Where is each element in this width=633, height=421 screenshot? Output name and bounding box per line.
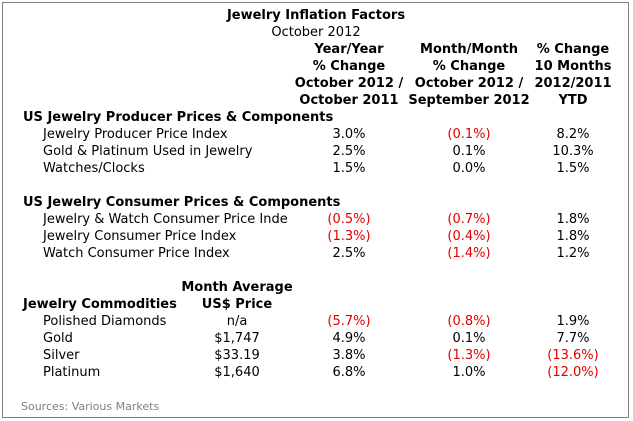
section-heading-consumer: US Jewelry Consumer Prices & Components	[23, 195, 341, 210]
cell-ytd: (13.6%)	[547, 348, 599, 363]
col-mom-header-3: October 2012 /	[414, 76, 524, 91]
table-frame	[2, 2, 629, 418]
cell-yoy: (1.3%)	[327, 229, 371, 244]
col-mom-header-4: September 2012	[408, 93, 530, 108]
cell-mom: 1.0%	[452, 365, 486, 380]
col-yoy-header-1: Year/Year	[314, 42, 384, 57]
row-label: Jewelry Consumer Price Index	[43, 229, 237, 244]
col-mom-header-1: Month/Month	[420, 42, 518, 57]
cell-ytd: 1.2%	[556, 246, 590, 261]
cell-yoy: 6.8%	[332, 365, 366, 380]
price-header-2: US$ Price	[201, 297, 273, 312]
cell-price: $1,640	[214, 365, 260, 380]
cell-yoy: 2.5%	[332, 246, 366, 261]
cell-mom: (1.4%)	[447, 246, 491, 261]
cell-price: n/a	[226, 314, 248, 329]
cell-yoy: 1.5%	[332, 161, 366, 176]
cell-yoy: 3.8%	[332, 348, 366, 363]
cell-mom: 0.1%	[452, 144, 486, 159]
col-yoy-header-4: October 2011	[299, 93, 399, 108]
row-label: Polished Diamonds	[43, 314, 167, 329]
table-subtitle: October 2012	[271, 25, 361, 40]
col-ytd-header-1: % Change	[536, 42, 610, 57]
section-heading-commodities: Jewelry Commodities	[23, 297, 177, 312]
cell-mom: (1.3%)	[447, 348, 491, 363]
row-label: Gold & Platinum Used in Jewelry	[43, 144, 253, 159]
cell-yoy: 3.0%	[332, 127, 366, 142]
col-ytd-header-3: 2012/2011	[534, 76, 612, 91]
col-ytd-header-2: 10 Months	[534, 59, 612, 74]
cell-ytd: 10.3%	[552, 144, 594, 159]
cell-ytd: 1.8%	[556, 212, 590, 227]
cell-yoy: (0.5%)	[327, 212, 371, 227]
row-label: Silver	[43, 348, 80, 363]
cell-mom: (0.1%)	[447, 127, 491, 142]
col-mom-header-2: % Change	[432, 59, 506, 74]
cell-yoy: 2.5%	[332, 144, 366, 159]
cell-mom: (0.7%)	[447, 212, 491, 227]
col-yoy-header-3: October 2012 /	[294, 76, 404, 91]
table-title: Jewelry Inflation Factors	[226, 8, 406, 23]
row-label: Jewelry & Watch Consumer Price Inde	[43, 212, 288, 227]
cell-mom: (0.4%)	[447, 229, 491, 244]
row-label: Gold	[43, 331, 73, 346]
cell-yoy: 4.9%	[332, 331, 366, 346]
cell-ytd: 7.7%	[556, 331, 590, 346]
cell-ytd: 8.2%	[556, 127, 590, 142]
source-note: Sources: Various Markets	[21, 400, 160, 413]
cell-ytd: 1.5%	[556, 161, 590, 176]
cell-mom: (0.8%)	[447, 314, 491, 329]
row-label: Platinum	[43, 365, 101, 380]
cell-yoy: (5.7%)	[327, 314, 371, 329]
cell-ytd: (12.0%)	[547, 365, 599, 380]
cell-mom: 0.1%	[452, 331, 486, 346]
price-header-1: Month Average	[181, 280, 293, 295]
col-yoy-header-2: % Change	[312, 59, 386, 74]
cell-price: $33.19	[214, 348, 260, 363]
row-label: Watch Consumer Price Index	[43, 246, 230, 261]
cell-ytd: 1.8%	[556, 229, 590, 244]
section-heading-producer: US Jewelry Producer Prices & Components	[23, 110, 334, 125]
col-ytd-header-4: YTD	[558, 93, 588, 108]
cell-ytd: 1.9%	[556, 314, 590, 329]
row-label: Watches/Clocks	[43, 161, 145, 176]
cell-price: $1,747	[214, 331, 260, 346]
cell-mom: 0.0%	[452, 161, 486, 176]
row-label: Jewelry Producer Price Index	[43, 127, 228, 142]
